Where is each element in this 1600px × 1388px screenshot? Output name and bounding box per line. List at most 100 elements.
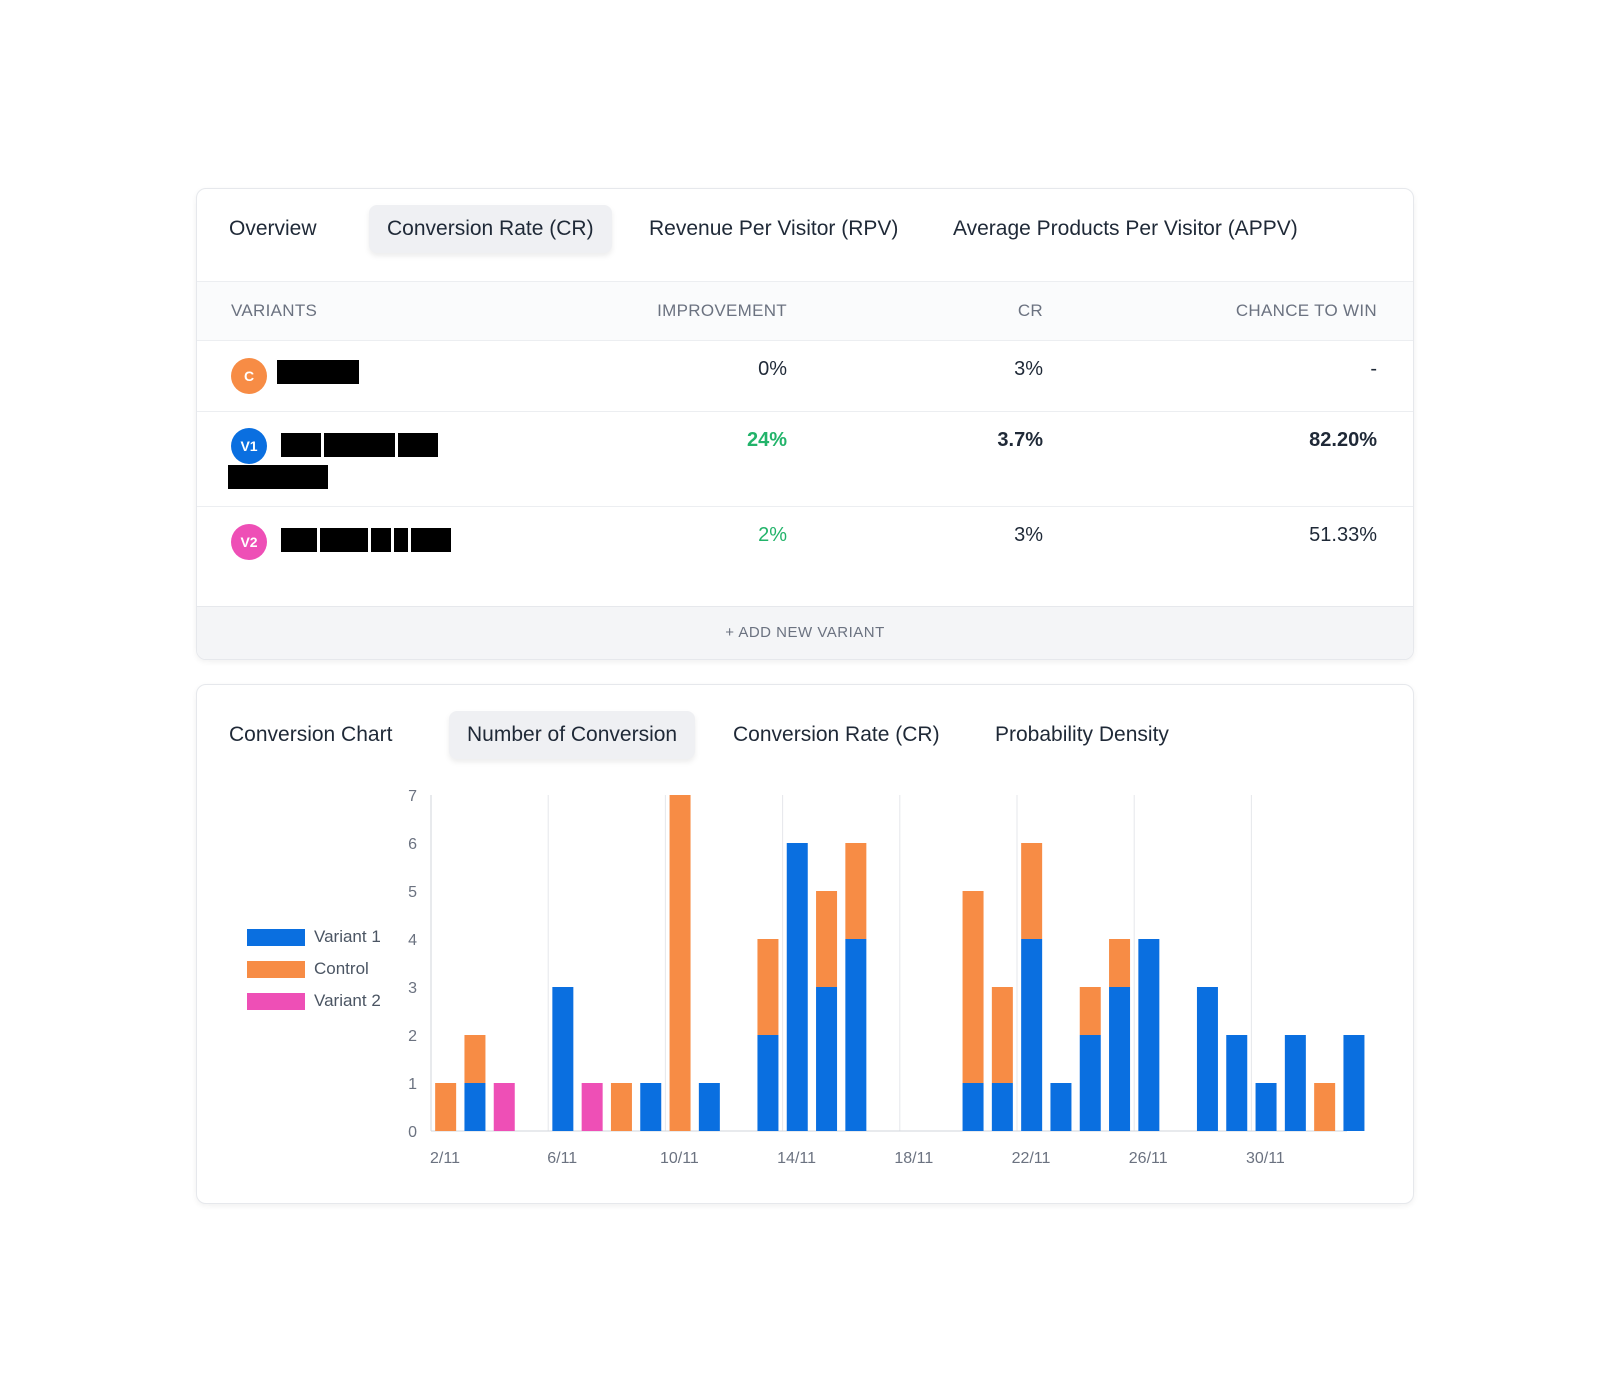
y-tick-label: 3 (408, 980, 417, 997)
redacted-variant-name (281, 528, 317, 552)
chart-tabs: Conversion Chart Number of Conversion Co… (197, 685, 1413, 765)
tab-conversion-rate-chart[interactable]: Conversion Rate (CR) (733, 723, 940, 746)
variant-1-bar (845, 939, 867, 1131)
control-bar (962, 891, 984, 1083)
redacted-variant-name (281, 433, 321, 457)
control-bar (669, 795, 691, 1131)
redacted-variant-name (228, 465, 328, 489)
improvement-value: 24% (746, 429, 787, 451)
variant-1-bar (1050, 1083, 1072, 1131)
y-tick-label: 7 (408, 788, 417, 805)
y-tick-label: 0 (408, 1124, 417, 1141)
tab-probability-density[interactable]: Probability Density (995, 723, 1169, 746)
variant-1-bar (816, 987, 838, 1131)
variant-1-bar (698, 1083, 720, 1131)
avatar-variant-1: V1 (231, 428, 267, 464)
y-tick-label: 4 (408, 932, 417, 949)
variant-1-bar (552, 987, 574, 1131)
variant-1-bar (1021, 939, 1043, 1131)
redacted-variant-name (411, 528, 451, 552)
variant-1-bar (1343, 1035, 1365, 1131)
legend-label: Variant 2 (314, 991, 381, 1010)
table-row-variant-1[interactable]: V1 24% 3.7% 82.20% (197, 411, 1413, 507)
table-row-variant-2[interactable]: V2 2% 3% 51.33% (197, 506, 1413, 596)
redacted-variant-name (320, 528, 368, 552)
redacted-variant-name (324, 433, 395, 457)
legend-swatch (247, 929, 305, 946)
redacted-variant-name (394, 528, 408, 552)
control-bar (1021, 843, 1043, 939)
legend-swatch (247, 961, 305, 978)
x-tick-label: 26/11 (1129, 1150, 1168, 1167)
cr-value: 3.7% (997, 429, 1043, 451)
redacted-variant-name (371, 528, 391, 552)
chance-to-win-value: 82.20% (1309, 429, 1377, 451)
control-bar (845, 843, 867, 939)
header-chance-to-win: CHANCE TO WIN (1235, 301, 1377, 320)
header-cr: CR (1017, 301, 1043, 320)
variant-1-bar (757, 1035, 779, 1131)
control-bar (1079, 987, 1101, 1035)
x-tick-label: 18/11 (894, 1150, 933, 1167)
tab-average-products-per-visitor[interactable]: Average Products Per Visitor (APPV) (953, 217, 1298, 240)
cr-value: 3% (1014, 358, 1043, 380)
variant-1-bar (1255, 1083, 1277, 1131)
x-tick-label: 10/11 (660, 1150, 699, 1167)
variant-1-bar (1109, 987, 1131, 1131)
variant-2-bar (493, 1083, 515, 1131)
control-bar (991, 987, 1013, 1083)
variant-1-bar (1138, 939, 1160, 1131)
y-tick-label: 1 (408, 1076, 417, 1093)
variant-1-bar (786, 843, 808, 1131)
variant-1-bar (1284, 1035, 1306, 1131)
variant-1-bar (1196, 987, 1218, 1131)
legend-swatch (247, 993, 305, 1010)
x-tick-label: 30/11 (1246, 1150, 1285, 1167)
avatar-variant-2: V2 (231, 524, 267, 560)
table-row-control[interactable]: C 0% 3% - (197, 340, 1413, 412)
chance-to-win-value: 51.33% (1309, 524, 1377, 546)
y-tick-label: 5 (408, 884, 417, 901)
tab-overview[interactable]: Overview (229, 217, 317, 240)
legend-label: Variant 1 (314, 927, 381, 946)
legend-label: Control (314, 959, 369, 978)
variant-1-bar (991, 1083, 1013, 1131)
conversion-bar-chart: 0 1 2 3 4 5 6 7 2/11 6/11 10/11 14/11 18/11 22/11 26/1… (408, 788, 1365, 1167)
control-bar (1109, 939, 1131, 987)
y-tick-label: 6 (408, 836, 417, 853)
variant-2-bar (581, 1083, 603, 1131)
control-bar (1314, 1083, 1336, 1131)
chart-card: Conversion Chart Number of Conversion Co… (196, 684, 1414, 1204)
variant-1-bar (1079, 1035, 1101, 1131)
chance-to-win-value: - (1370, 358, 1377, 380)
redacted-variant-name (398, 433, 438, 457)
control-bar (816, 891, 838, 987)
x-tick-label: 22/11 (1012, 1150, 1051, 1167)
tab-number-of-conversion[interactable]: Number of Conversion (449, 711, 696, 759)
improvement-value: 2% (758, 524, 787, 546)
y-tick-label: 2 (408, 1028, 417, 1045)
control-bar (610, 1083, 632, 1131)
avatar-control: C (231, 358, 267, 394)
tab-conversion-chart[interactable]: Conversion Chart (229, 723, 393, 746)
control-bar (435, 1083, 457, 1131)
control-bar (757, 939, 779, 1035)
x-tick-label: 6/11 (547, 1150, 577, 1167)
metric-tabs: Overview Conversion Rate (CR) Revenue Pe… (197, 189, 1413, 269)
table-header: VARIANTS IMPROVEMENT CR CHANCE TO WIN (197, 281, 1413, 341)
header-variants: VARIANTS (231, 301, 318, 320)
header-improvement: IMPROVEMENT (657, 301, 787, 320)
tab-revenue-per-visitor[interactable]: Revenue Per Visitor (RPV) (649, 217, 899, 240)
variant-1-bar (1226, 1035, 1248, 1131)
add-new-variant-button[interactable]: + ADD NEW VARIANT (197, 606, 1413, 659)
variant-1-bar (640, 1083, 662, 1131)
variants-card: Overview Conversion Rate (CR) Revenue Pe… (196, 188, 1414, 660)
x-tick-label: 2/11 (430, 1150, 460, 1167)
tab-conversion-rate[interactable]: Conversion Rate (CR) (369, 205, 612, 253)
variant-1-bar (464, 1083, 486, 1131)
cr-value: 3% (1014, 524, 1043, 546)
improvement-value: 0% (758, 358, 787, 380)
redacted-variant-name (277, 360, 359, 384)
x-tick-label: 14/11 (777, 1150, 816, 1167)
control-bar (464, 1035, 486, 1083)
